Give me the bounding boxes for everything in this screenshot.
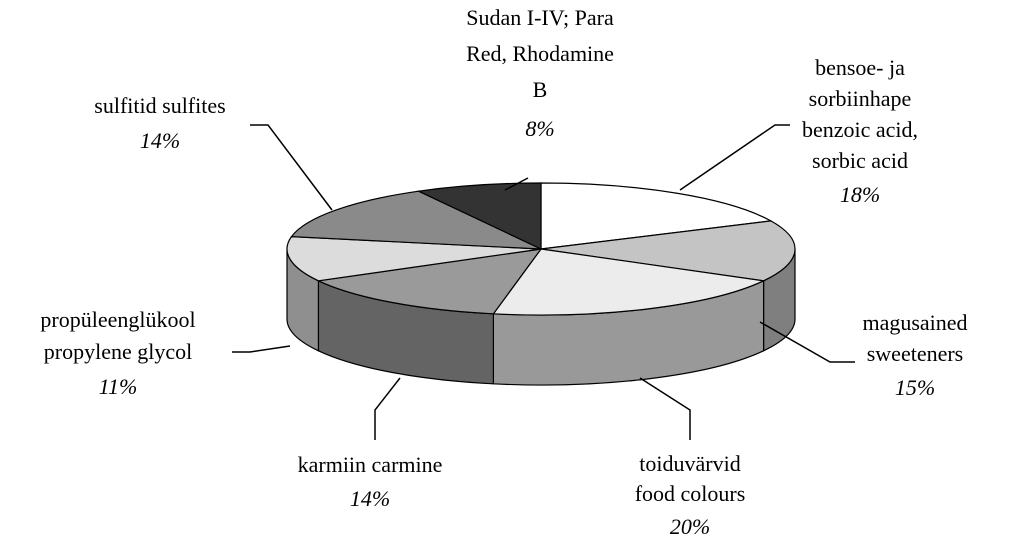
value-label: 18%	[840, 182, 880, 207]
slice-label: benzoic acid,	[802, 117, 918, 142]
leader-line	[504, 177, 529, 191]
value-label: 14%	[140, 128, 180, 153]
slice-side-shade	[287, 249, 319, 351]
slice-label: food colours	[635, 481, 746, 506]
slice-label: sorbic acid	[812, 148, 908, 173]
slice	[540, 220, 796, 282]
slice-label: toiduvärvid	[639, 451, 740, 476]
value-label: 11%	[99, 374, 138, 399]
slice	[492, 248, 766, 316]
leader-line	[639, 377, 691, 440]
value-label: 14%	[350, 486, 390, 511]
slice	[416, 182, 542, 250]
slice	[540, 182, 773, 250]
slice-side-shade	[493, 280, 764, 386]
slice-label: bensoe- ja	[815, 55, 905, 80]
slice	[290, 190, 542, 250]
slice-label: Sudan I-IV; Para	[466, 5, 614, 30]
slice-side-shade	[763, 249, 795, 351]
leader-line	[232, 345, 291, 353]
value-label: 15%	[895, 375, 935, 400]
slice-label: sulfitid sulfites	[94, 93, 225, 118]
slice-label: propüleenglükool	[40, 307, 195, 332]
leader-line	[679, 124, 790, 191]
value-label: 20%	[670, 514, 710, 539]
slice-label: karmiin carmine	[298, 452, 443, 477]
slice	[286, 236, 542, 282]
slice-label: B	[533, 77, 548, 102]
slice-label: propylene glycol	[44, 339, 192, 364]
slice-label: magusained	[862, 310, 967, 335]
slice-label: sorbiinhape	[809, 86, 912, 111]
leader-line	[250, 124, 333, 211]
slice-label: Red, Rhodamine	[466, 41, 614, 66]
leader-line	[759, 321, 855, 363]
leader-line	[374, 377, 401, 440]
slice	[316, 248, 543, 315]
value-label: 8%	[525, 116, 554, 141]
slice-side-shade	[318, 280, 494, 384]
slice-label: sweeteners	[867, 341, 964, 366]
